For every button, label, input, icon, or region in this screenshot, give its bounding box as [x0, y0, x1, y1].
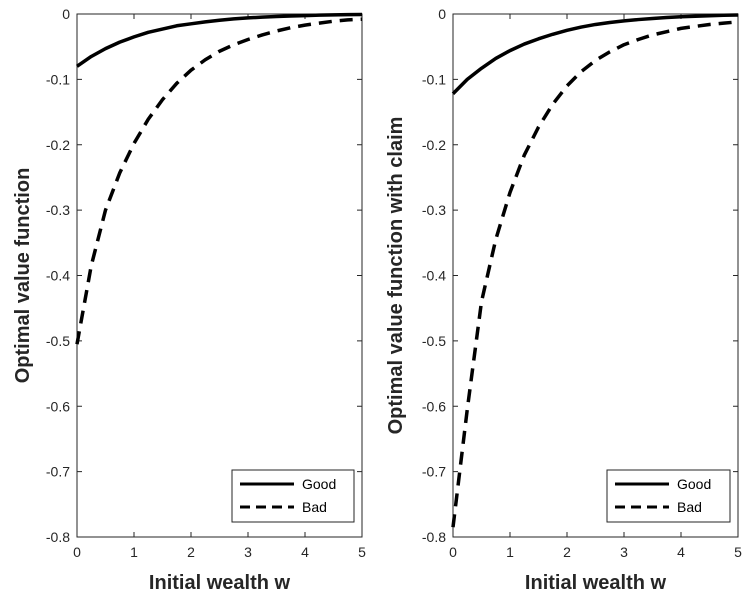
right-legend: Good Bad [606, 469, 731, 523]
right-y-tick-label: -0.4 [422, 268, 446, 284]
right-y-tick-label: -0.5 [422, 333, 446, 349]
left-legend-box [231, 469, 355, 523]
right-x-tick-label: 1 [506, 544, 514, 560]
left-y-tick-label: -0.3 [46, 202, 70, 218]
right-y-tick-label: 0 [438, 6, 446, 22]
left-chart-panel: -0.8 -0.7 -0.6 -0.5 -0.4 -0.3 -0.2 -0.1 0 0 1 2 3 4 5… [12, 6, 366, 594]
right-legend-box [606, 469, 731, 523]
left-y-axis-label: Optimal value function [12, 168, 34, 384]
left-series-good-line [76, 12, 363, 68]
right-y-tick-label: -0.2 [422, 137, 446, 153]
left-plot-area [76, 13, 363, 538]
left-x-axis-ticks: 0 1 2 3 4 5 [73, 14, 366, 560]
left-y-tick-label: -0.1 [46, 71, 70, 87]
left-y-tick-label: -0.5 [46, 333, 70, 349]
left-series-bad-line [75, 17, 363, 345]
right-series-good-line [451, 13, 739, 95]
right-series-group [451, 13, 739, 528]
right-y-tick-label: -0.7 [422, 464, 446, 480]
left-y-tick-label: -0.4 [46, 268, 70, 284]
left-x-tick-label: 0 [73, 544, 81, 560]
right-y-tick-label: -0.6 [422, 398, 446, 414]
left-y-axis-ticks: -0.8 -0.7 -0.6 -0.5 -0.4 -0.3 -0.2 -0.1 0 [46, 6, 362, 545]
right-y-tick-label: -0.1 [422, 71, 446, 87]
left-y-tick-label: 0 [62, 6, 70, 22]
right-x-tick-label: 5 [734, 544, 742, 560]
right-plot-area [452, 13, 739, 538]
right-y-axis-label: Optimal value function with claim [385, 117, 407, 435]
left-legend-good-label: Good [302, 476, 336, 492]
left-x-axis-label: Initial wealth w [149, 572, 291, 594]
left-y-tick-label: -0.8 [46, 529, 70, 545]
left-x-tick-label: 2 [187, 544, 195, 560]
left-x-tick-label: 5 [358, 544, 366, 560]
left-y-tick-label: -0.6 [46, 398, 70, 414]
right-y-tick-label: -0.8 [422, 529, 446, 545]
left-legend: Good Bad [231, 469, 355, 523]
left-x-tick-label: 3 [244, 544, 252, 560]
right-legend-bad-label: Bad [677, 499, 702, 515]
right-x-tick-label: 2 [563, 544, 571, 560]
left-y-tick-label: -0.7 [46, 464, 70, 480]
right-legend-good-label: Good [677, 476, 711, 492]
right-chart-panel: -0.8 -0.7 -0.6 -0.5 -0.4 -0.3 -0.2 -0.1 0 0 1 2 3 4 5… [385, 6, 742, 594]
right-x-axis-ticks: 0 1 2 3 4 5 [449, 14, 742, 560]
left-x-tick-label: 4 [301, 544, 309, 560]
left-legend-bad-label: Bad [302, 499, 327, 515]
left-y-tick-label: -0.2 [46, 137, 70, 153]
right-x-axis-label: Initial wealth w [525, 572, 667, 594]
left-x-tick-label: 1 [130, 544, 138, 560]
left-series-group [75, 12, 363, 345]
right-x-tick-label: 0 [449, 544, 457, 560]
right-x-tick-label: 3 [620, 544, 628, 560]
right-y-tick-label: -0.3 [422, 202, 446, 218]
right-y-axis-ticks: -0.8 -0.7 -0.6 -0.5 -0.4 -0.3 -0.2 -0.1 0 [422, 6, 738, 545]
right-x-tick-label: 4 [677, 544, 685, 560]
